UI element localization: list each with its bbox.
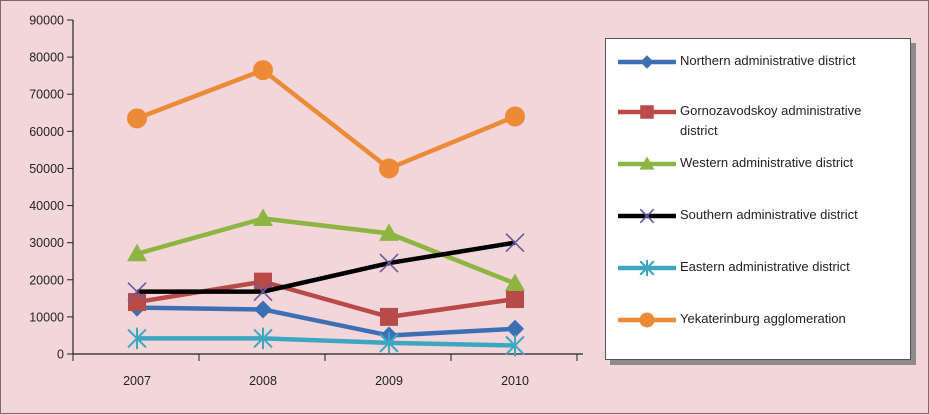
y-tick-label: 0 [57,348,64,362]
legend-label: Yekaterinburg agglomeration [680,311,846,326]
series-line [136,305,516,338]
series-line [136,279,516,320]
legend-item-yekaterinburg-agglomeration: Yekaterinburg agglomeration [606,309,910,333]
data-point [253,208,273,227]
x-tick-label: 2008 [249,374,277,388]
legend-item-northern-administrative-district: Northern administrative district [606,51,910,75]
y-tick-label: 40000 [29,199,64,213]
legend-swatch [618,312,676,328]
legend-item-eastern-administrative-district: Eastern administrative district [606,257,910,281]
y-tick-label: 10000 [29,310,64,324]
x-tick-label: 2009 [375,374,403,388]
data-point [127,108,147,129]
series-line [136,67,516,171]
legend-label: Gornozavodskoy administrative district [680,103,862,138]
y-tick-label: 80000 [29,51,64,65]
data-point [639,156,655,170]
data-point [639,208,655,224]
data-point [379,158,399,179]
data-point [253,327,273,350]
data-point [380,307,398,326]
series-line [136,216,516,286]
data-point [639,259,655,277]
legend-swatch [618,55,676,69]
legend-item-gornozavodskoy-administrative-district: Gornozavodskoy administrative district [606,101,910,141]
axes [72,20,583,355]
data-point [505,233,525,253]
series-line [137,240,516,294]
legend-label: Southern administrative district [680,207,858,222]
data-point [506,319,524,338]
y-tick-label: 60000 [29,125,64,139]
y-tick-label: 20000 [29,273,64,287]
series-western-administrative-district [127,208,525,291]
y-tick-label: 70000 [29,88,64,102]
data-point [253,282,273,302]
y-axis-ticks: 0 10000 20000 30000 40000 50000 60000 70000 8000… [29,14,73,362]
data-point [640,55,654,69]
data-point [254,300,272,319]
series-line [137,336,516,348]
x-tick-label: 2010 [501,374,529,388]
series-layer [127,60,525,357]
data-point [506,290,524,309]
legend: Northern administrative district Gornozav… [605,38,911,360]
x-tick-label: 2007 [123,374,151,388]
y-tick-label: 50000 [29,162,64,176]
x-axis-ticks: 2007 2008 2009 2010 [72,354,578,388]
series-yekaterinburg-agglomeration [127,60,525,179]
data-point [640,105,654,119]
legend-item-western-administrative-district: Western administrative district [606,153,910,177]
series-eastern-administrative-district [127,327,525,357]
legend-swatch [618,259,676,277]
series-gornozavodskoy-administrative-district [128,272,524,326]
series-southern-administrative-district [127,233,525,302]
data-point [253,60,273,81]
y-tick-label: 30000 [29,236,64,250]
data-point [379,332,399,354]
legend-swatch [618,208,676,224]
data-point [505,106,525,127]
data-point [127,282,147,302]
legend-item-southern-administrative-district: Southern administrative district [606,205,910,229]
data-point [127,243,147,262]
data-point [128,293,146,312]
legend-label: Western administrative district [680,155,854,170]
legend-swatch [618,105,676,119]
data-point [505,273,525,291]
data-point [379,253,399,273]
y-tick-label: 90000 [29,14,64,28]
data-point [379,223,399,241]
legend-label: Eastern administrative district [680,259,850,274]
legend-swatch [618,156,676,170]
data-point [127,327,147,350]
data-point [639,312,655,328]
legend-label: Northern administrative district [680,53,856,68]
data-point [505,334,525,357]
